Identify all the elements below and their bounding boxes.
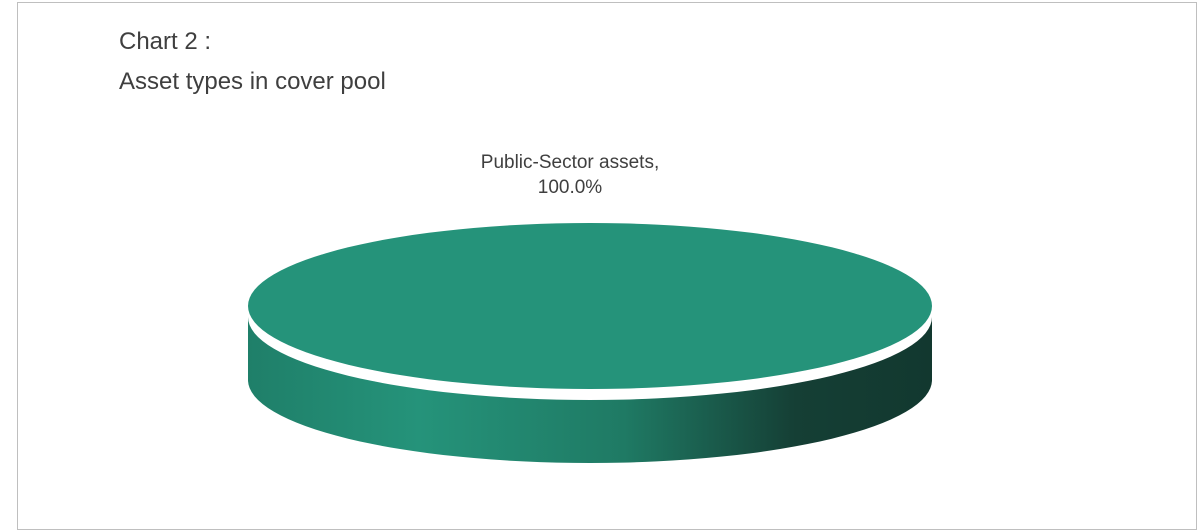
chart-title-line-2: Asset types in cover pool (119, 68, 386, 95)
pie-slice-side (248, 317, 932, 463)
chart-title-line-1: Chart 2 : (119, 28, 212, 55)
data-label-line-2: 100.0% (538, 177, 603, 198)
pie-slice-public-sector-assets (248, 223, 932, 389)
data-label-line-1: Public-Sector assets, (481, 152, 659, 173)
